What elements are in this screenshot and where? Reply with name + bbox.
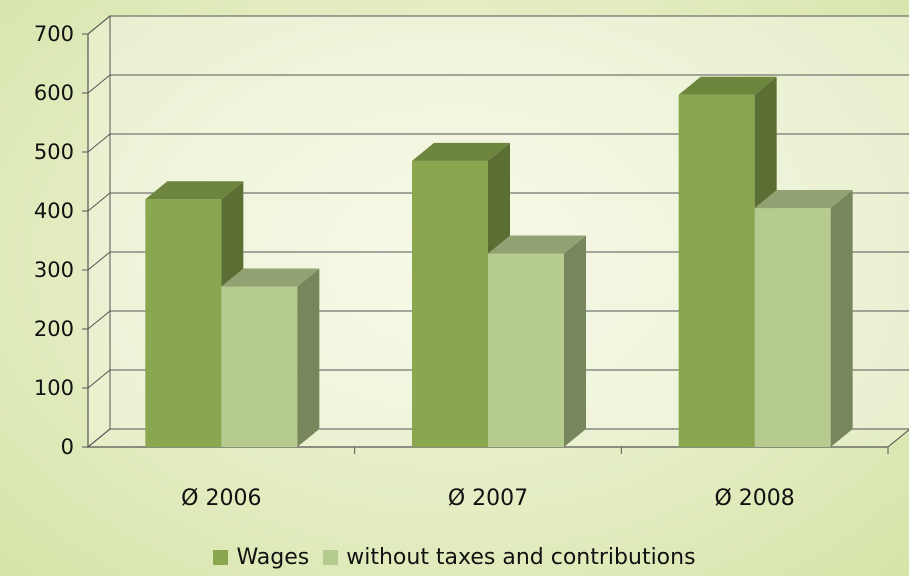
legend-label-wages: Wages [236,544,310,570]
bar-top [488,235,586,254]
y-tick-label: 600 [34,81,74,105]
gridline-side [87,74,111,94]
legend-item-net: without taxes and contributions [323,544,696,570]
bar-wages-1 [145,199,222,447]
legend-label-net: without taxes and contributions [346,544,696,570]
bar-wages-3 [678,94,755,448]
gridline-side [87,192,111,212]
bar-net-2 [488,253,564,447]
bar-top [145,181,244,200]
bar-net-3 [754,208,831,447]
bar-side [564,235,586,447]
gridline-side [87,369,111,389]
y-tick-label: 500 [34,140,74,164]
bar-side [297,268,320,447]
legend-swatch-net [323,549,339,565]
gridline-side [87,251,111,271]
bar-top [412,142,510,161]
x-category-label: Ø 2008 [715,486,795,511]
y-tick-label: 200 [34,317,74,341]
legend: Wages without taxes and contributions [0,540,909,574]
x-category-label: Ø 2007 [448,486,528,511]
bar-top [678,76,777,95]
y-tick-label: 100 [34,376,74,400]
y-tick-label: 300 [34,258,74,282]
legend-item-wages: Wages [213,545,309,570]
y-tick-label: 0 [61,435,74,459]
gridline-side [87,310,111,330]
bar-net-1 [221,286,298,447]
x-category-label: Ø 2006 [181,486,261,511]
gridline-side [87,15,111,35]
y-tick-label: 400 [34,199,74,223]
bar-wages-2 [412,160,488,447]
legend-swatch-wages [213,549,229,565]
bar-side [830,190,853,448]
bar-top [754,190,853,209]
side-wall [87,14,111,449]
gridline-side [87,133,111,153]
y-tick-label: 700 [34,22,74,46]
bar-top [221,268,320,287]
